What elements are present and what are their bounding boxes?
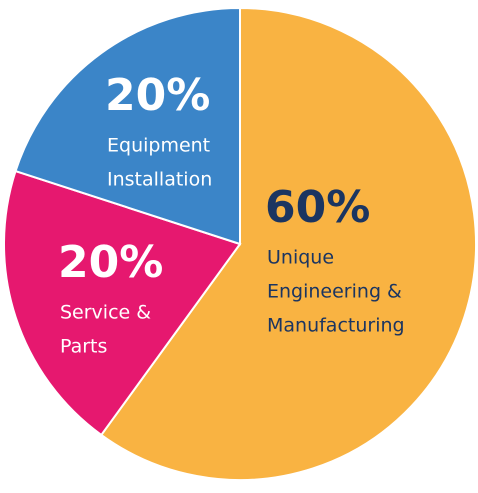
category-label: Manufacturing (267, 315, 405, 337)
pie-slice (99, 6, 477, 481)
value-label: 60% (265, 182, 370, 233)
category-label: Installation (107, 169, 212, 191)
pie-slice (14, 6, 241, 246)
category-label: Equipment (107, 135, 210, 157)
pie-slice (3, 169, 242, 437)
category-label: Service & (60, 302, 151, 324)
category-label: Unique (267, 247, 334, 269)
category-label: Engineering & (267, 281, 402, 303)
value-label: 20% (58, 237, 163, 288)
value-label: 20% (105, 70, 210, 121)
category-label: Parts (60, 336, 107, 358)
